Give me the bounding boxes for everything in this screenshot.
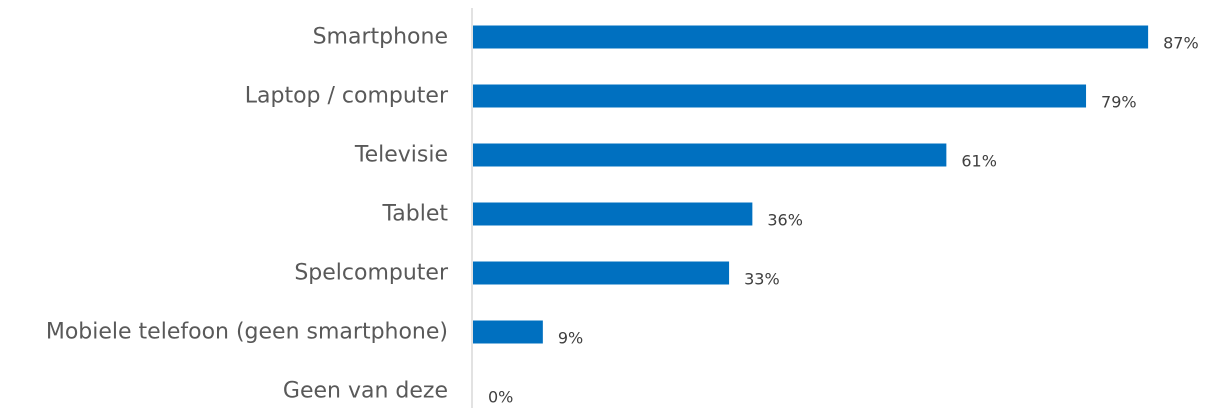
value-label: 87% [1163,34,1199,53]
bar [473,261,730,285]
value-label: 33% [744,270,780,289]
value-label: 61% [961,152,997,171]
category-label: Mobiele telefoon (geen smartphone) [46,320,448,345]
category-label: Televisie [354,143,448,168]
bar-marks: Smartphone 87% Laptop / computer 79% Televis… [46,25,1199,407]
bar [473,25,1149,49]
category-label: Tablet [381,202,448,227]
value-label: 79% [1101,93,1137,112]
category-label: Smartphone [313,25,448,50]
value-label: 36% [767,211,803,230]
value-label: 9% [558,329,583,348]
bar [473,143,947,167]
value-label: 0% [488,388,513,407]
bar [473,84,1087,108]
category-label: Spelcomputer [294,261,449,286]
category-label: Geen van deze [283,379,448,404]
category-label: Laptop / computer [245,84,449,109]
bar [473,202,753,226]
bar [473,320,543,344]
